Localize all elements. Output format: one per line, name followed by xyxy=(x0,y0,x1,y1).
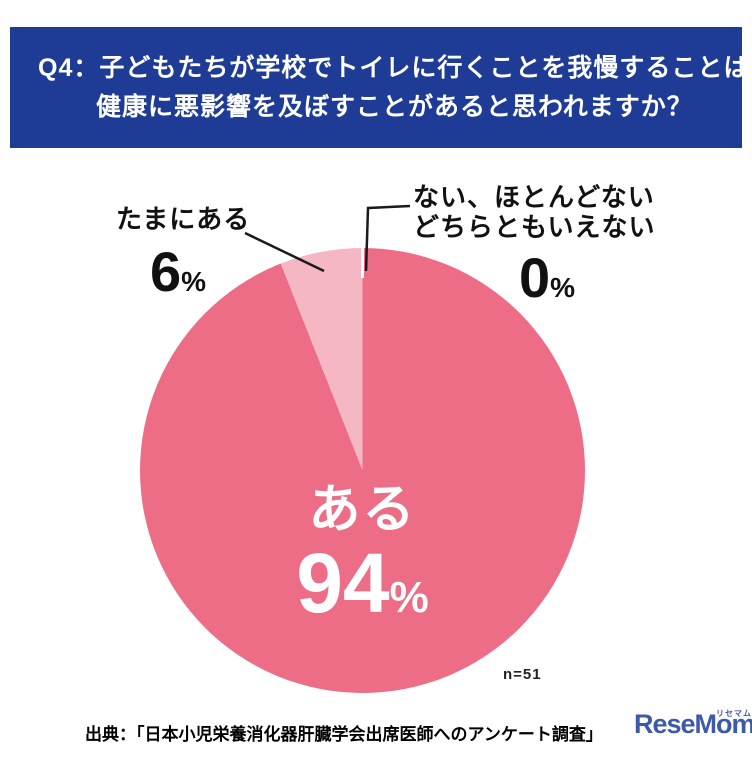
question-line1: Q4：子どもたちが学校でトイレに行くことを我慢することは xyxy=(38,54,750,82)
question-banner: Q4：子どもたちが学校でトイレに行くことを我慢することは 健康に悪影響を及ぼすこ… xyxy=(10,27,750,148)
resemom-logo: ReseMom. xyxy=(634,709,752,739)
callout-none-label-line1: ない、ほとんどない xyxy=(413,182,655,212)
pie xyxy=(140,248,585,693)
callout-none-label-line2: どちらともいえない xyxy=(413,212,656,242)
none-value-number: 0 xyxy=(519,246,551,309)
percent-sign: % xyxy=(389,573,429,622)
callout-none: ない、ほとんどない どちらともいえない 0% xyxy=(413,182,655,306)
callout-sometimes-label: たまにある xyxy=(116,204,251,234)
percent-sign: % xyxy=(550,272,576,303)
callout-sometimes: たまにある 6% xyxy=(116,204,250,300)
question-line2: 健康に悪影響を及ぼすことがあると思われますか？ xyxy=(96,93,693,121)
pie-center-label: ある xyxy=(308,481,417,539)
source-caption: 出典：「日本小児栄養消化器肝臓学会出席医師へのアンケート調査」 xyxy=(85,725,603,744)
callout-none-value: 0% xyxy=(519,250,655,306)
callout-sometimes-value: 6% xyxy=(150,244,250,300)
zero-slice-divider xyxy=(361,248,364,278)
pie-center-value: 94% xyxy=(140,541,585,625)
sometimes-value-number: 6 xyxy=(150,240,182,303)
center-value-number: 94 xyxy=(296,536,390,630)
resemom-logo-ruby: リセマム xyxy=(716,709,752,718)
percent-sign: % xyxy=(181,266,207,297)
sample-size-label: n=51 xyxy=(503,666,542,683)
